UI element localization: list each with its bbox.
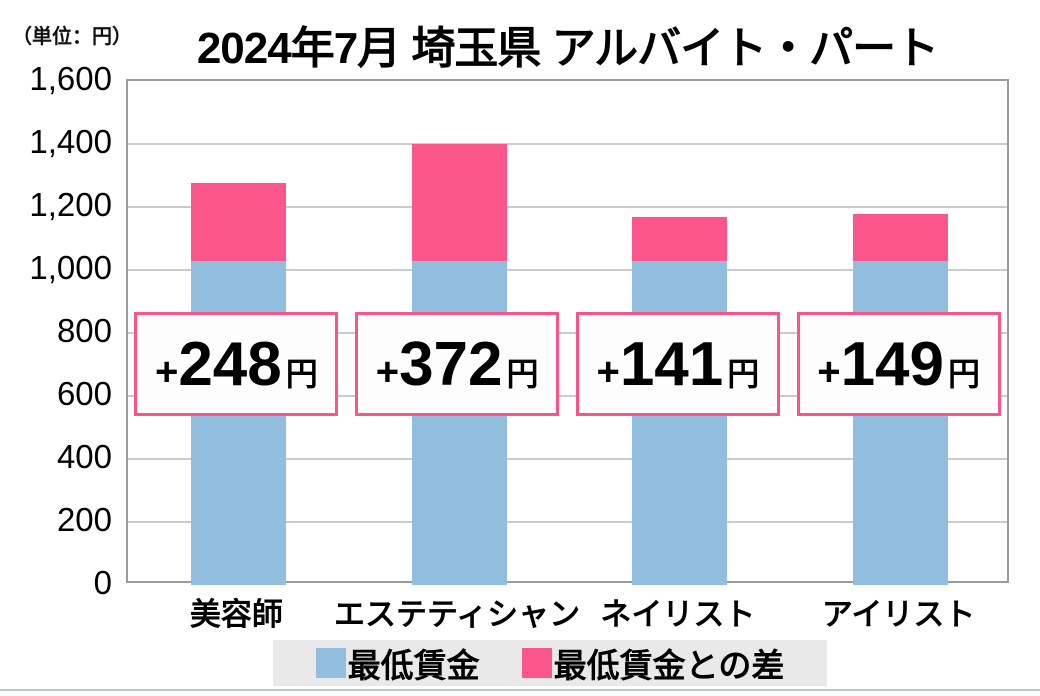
callout-unit: 円	[506, 355, 539, 392]
bar-segment-minimum-wage	[190, 261, 286, 585]
callout-plus: +	[817, 349, 841, 394]
legend-item-difference: 最低賃金との差	[521, 639, 785, 687]
difference-callout: +149 円	[796, 312, 1001, 416]
gridline	[128, 521, 1007, 523]
gridline	[128, 395, 1007, 397]
x-axis-category-label: ネイリスト	[600, 597, 756, 632]
callout-value: 141	[619, 329, 724, 399]
legend-label-difference: 最低賃金との差	[553, 647, 785, 684]
y-axis-tick-label: 200	[56, 501, 112, 538]
chart-title: 2024年7月 埼玉県 アルバイト・パート	[196, 24, 939, 73]
callout-unit: 円	[948, 355, 981, 392]
y-axis-tick-label: 1,200	[29, 186, 112, 223]
y-axis-tick-label: 1,000	[29, 249, 112, 286]
callout-plus: +	[154, 349, 179, 394]
difference-callout-text: +149 円	[817, 329, 980, 400]
legend-item-minimum-wage: 最低賃金	[315, 639, 480, 687]
callout-unit: 円	[727, 355, 760, 392]
x-axis-category-label: エステティシャン	[334, 597, 581, 632]
difference-callout-text: +372 円	[376, 329, 539, 400]
bar-segment-difference	[411, 144, 507, 262]
x-axis-category-label: アイリスト	[821, 597, 976, 632]
y-axis-tick-label: 0	[93, 564, 112, 601]
bar-segment-difference	[853, 214, 949, 262]
y-axis-tick-label: 800	[56, 312, 112, 349]
bar-segment-minimum-wage	[411, 261, 507, 585]
legend-label-minimum-wage: 最低賃金	[347, 647, 480, 684]
bar-segment-minimum-wage	[632, 261, 728, 585]
y-axis-tick-label: 600	[56, 375, 112, 412]
bar-segment-minimum-wage	[853, 261, 949, 585]
gridline	[128, 206, 1007, 208]
y-axis-tick-label: 1,600	[29, 60, 112, 97]
bar-segment-difference	[632, 216, 728, 262]
x-axis-category-label: 美容師	[189, 597, 283, 632]
legend-swatch-difference	[521, 648, 552, 678]
callout-plus: +	[596, 349, 620, 394]
difference-callout: +141 円	[575, 312, 780, 416]
callout-value: 149	[840, 329, 945, 399]
callout-plus: +	[375, 349, 400, 394]
difference-callout-text: +248 円	[155, 329, 318, 400]
callout-unit: 円	[285, 355, 318, 392]
difference-callout: +372 円	[355, 312, 560, 416]
y-axis-tick-label: 400	[56, 438, 112, 475]
legend: 最低賃金 最低賃金との差	[273, 640, 827, 686]
callout-value: 372	[399, 329, 503, 399]
difference-callout: +248 円	[134, 312, 339, 416]
gridline	[128, 143, 1007, 145]
bar-segment-difference	[190, 183, 286, 262]
gridline	[128, 269, 1007, 271]
y-axis-tick-label: 1,400	[29, 123, 112, 160]
difference-callout-text: +141 円	[596, 329, 759, 400]
gridline	[128, 458, 1007, 460]
y-axis-unit-label: （単位：円）	[12, 26, 132, 48]
gridline	[128, 332, 1007, 334]
bottom-divider	[0, 689, 1040, 691]
callout-value: 248	[178, 329, 282, 399]
legend-swatch-minimum-wage	[315, 648, 346, 678]
